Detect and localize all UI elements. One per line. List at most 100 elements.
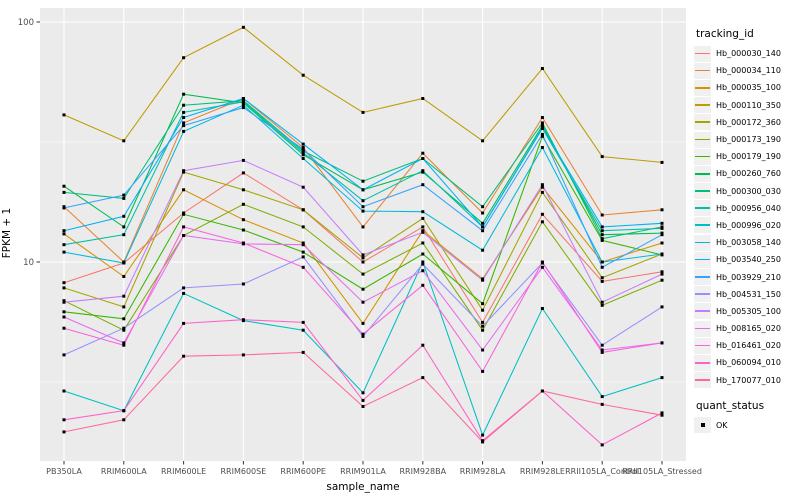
legend-item-Hb_005305_100: Hb_005305_100: [694, 303, 798, 320]
data-point: [241, 100, 245, 104]
legend-key: [694, 303, 711, 320]
x-tick-label: RRIM928BA: [399, 467, 446, 476]
data-point: [421, 230, 425, 234]
data-point: [660, 208, 664, 212]
data-point: [182, 169, 186, 173]
data-point: [241, 202, 245, 206]
data-point: [660, 226, 664, 230]
data-point: [182, 321, 186, 325]
legend-item-label: Hb_060094_010: [716, 358, 781, 368]
data-point: [660, 221, 664, 225]
data-point: [600, 155, 604, 159]
data-point: [421, 269, 425, 273]
data-point: [660, 413, 664, 417]
data-point: [122, 275, 126, 278]
data-point: [540, 389, 544, 393]
legend-key: [694, 62, 711, 79]
legend-title-quant-status: quant_status: [696, 399, 765, 412]
data-point: [361, 253, 365, 257]
data-point: [62, 310, 66, 314]
legend-color-line: [695, 138, 710, 141]
data-point: [660, 252, 664, 256]
legend-item-label: Hb_170077_010: [716, 375, 781, 385]
data-point: [241, 241, 245, 245]
data-point: [421, 157, 425, 160]
data-point: [600, 225, 604, 229]
legend-item-label: Hb_000034_110: [716, 66, 781, 76]
data-point: [122, 196, 126, 200]
data-point: [241, 188, 245, 192]
data-point: [540, 132, 544, 136]
data-point: [122, 409, 126, 413]
data-point: [122, 343, 126, 347]
data-point: [481, 205, 485, 209]
data-point: [241, 171, 245, 175]
legend-key: [694, 148, 711, 165]
data-point: [481, 348, 485, 352]
legend-color-line: [695, 207, 710, 209]
legend-item-label: Hb_004531_150: [716, 289, 781, 299]
legend-item-label: Hb_000179_190: [716, 152, 781, 162]
data-point: [361, 391, 365, 395]
legend-item-Hb_000179_190: Hb_000179_190: [694, 148, 798, 165]
data-point: [122, 317, 126, 321]
legend-item-Hb_003058_140: Hb_003058_140: [694, 234, 798, 251]
data-point: [62, 389, 66, 393]
legend-item-label: Hb_000260_760: [716, 169, 781, 179]
legend-color-line: [695, 52, 710, 55]
y-tick-label: 100: [18, 18, 34, 28]
data-point: [301, 225, 305, 229]
data-point: [421, 376, 425, 380]
x-tick-label: RRIM600PE: [280, 467, 326, 476]
data-point: [361, 300, 365, 304]
data-point: [241, 103, 245, 107]
legend-color-line: [695, 379, 710, 381]
legend-item-Hb_000030_140: Hb_000030_140: [694, 45, 798, 62]
legend-item-label: Hb_016461_020: [716, 341, 781, 351]
legend-key: [694, 286, 711, 303]
data-point: [481, 229, 485, 233]
data-point: [241, 106, 245, 110]
data-point: [122, 328, 126, 332]
data-point: [301, 151, 305, 155]
data-point: [122, 261, 126, 265]
legend-key: [694, 337, 711, 354]
data-point: [540, 183, 544, 187]
legend-key: [694, 200, 711, 217]
quant-legend-entries: OK: [694, 417, 798, 434]
data-point: [122, 341, 126, 345]
legend-item-label: Hb_000173_190: [716, 135, 781, 145]
data-point: [301, 241, 305, 245]
data-point: [540, 220, 544, 224]
data-point: [361, 287, 365, 291]
data-point: [421, 210, 425, 214]
data-point: [62, 250, 66, 254]
data-point: [600, 238, 604, 242]
data-point: [660, 241, 664, 245]
legend-item-Hb_000172_360: Hb_000172_360: [694, 114, 798, 131]
legend-key: [694, 79, 711, 96]
data-point: [540, 116, 544, 119]
data-point: [301, 243, 305, 247]
legend-item-Hb_003929_210: Hb_003929_210: [694, 268, 798, 286]
data-point: [361, 179, 365, 183]
data-point: [481, 308, 485, 312]
data-point: [62, 113, 66, 117]
data-point: [122, 193, 126, 197]
data-point: [600, 265, 604, 269]
data-point: [481, 302, 485, 306]
data-point: [122, 225, 126, 229]
legend-color-line: [695, 224, 710, 227]
data-point: [421, 151, 425, 155]
data-point: [600, 300, 604, 304]
data-point: [540, 134, 544, 138]
data-point: [600, 260, 604, 264]
data-point: [481, 369, 485, 373]
data-point: [481, 221, 485, 225]
data-point: [600, 237, 604, 241]
data-point: [660, 411, 664, 415]
data-point: [540, 146, 544, 149]
legend-color-line: [695, 86, 710, 89]
data-point: [182, 354, 186, 358]
data-point: [241, 353, 245, 357]
